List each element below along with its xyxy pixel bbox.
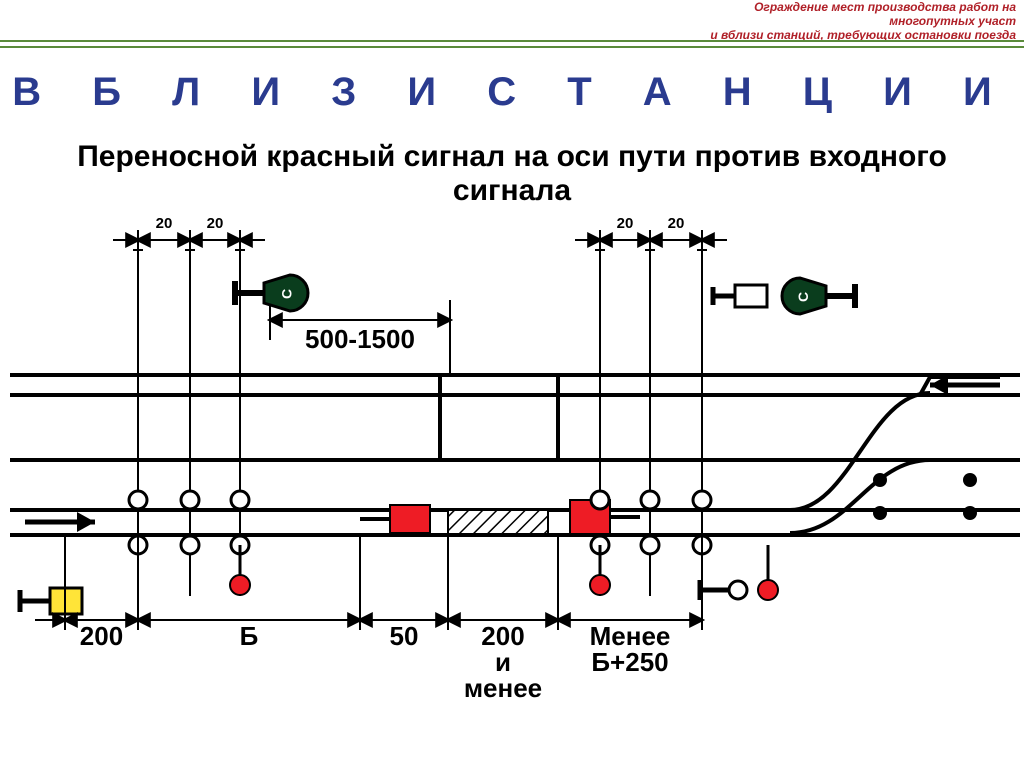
svg-text:20: 20 xyxy=(207,215,224,232)
header-line1: Ограждение мест производства работ на мн… xyxy=(754,0,1016,28)
svg-text:Б+250: Б+250 xyxy=(591,647,668,677)
page-title-spaced: В Б Л И З И С Т А Н Ц И И xyxy=(0,70,1024,115)
svg-text:С: С xyxy=(795,292,811,302)
svg-text:20: 20 xyxy=(617,215,634,232)
track-diagram: 20202020500-1500СС200Б50200именееМенееБ+… xyxy=(0,200,1024,760)
divider-strip xyxy=(0,40,1024,48)
svg-text:200: 200 xyxy=(80,621,123,651)
svg-text:Б: Б xyxy=(240,621,259,651)
svg-text:20: 20 xyxy=(156,215,173,232)
page-subtitle: Переносной красный сигнал на оси пути пр… xyxy=(0,140,1024,208)
svg-text:менее: менее xyxy=(464,673,542,703)
svg-text:20: 20 xyxy=(668,215,685,232)
svg-text:500-1500: 500-1500 xyxy=(305,324,415,354)
svg-text:50: 50 xyxy=(390,621,419,651)
svg-text:С: С xyxy=(279,289,295,299)
